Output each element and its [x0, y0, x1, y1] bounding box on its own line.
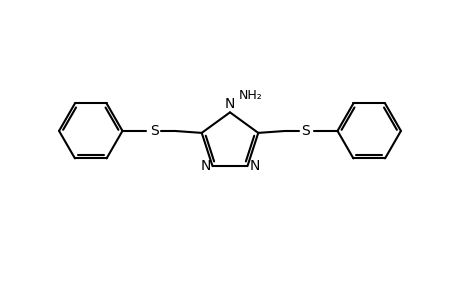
Text: NH₂: NH₂: [238, 89, 262, 102]
Text: N: N: [249, 159, 259, 173]
Text: N: N: [224, 98, 235, 111]
Text: S: S: [301, 124, 309, 138]
Text: S: S: [150, 124, 158, 138]
Text: N: N: [200, 159, 210, 173]
